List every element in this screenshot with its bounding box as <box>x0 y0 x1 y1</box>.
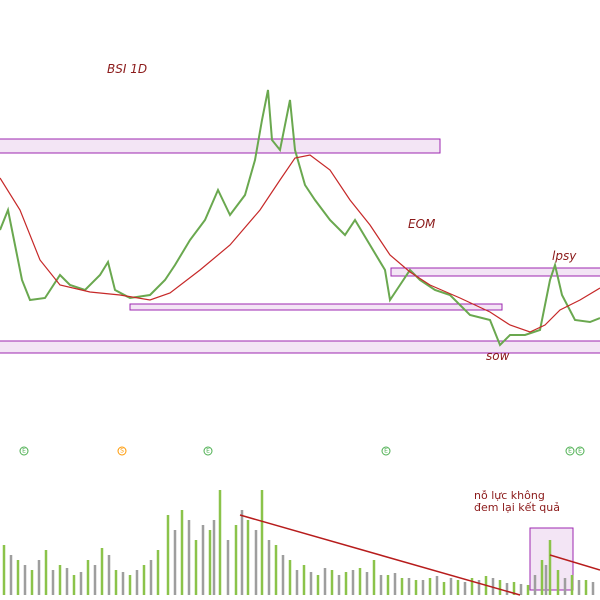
volume-bars <box>2 490 588 595</box>
annotation: lpsy <box>552 249 577 263</box>
marker-circle <box>575 446 585 456</box>
base-zone <box>0 340 600 354</box>
marker-label: E <box>206 448 210 455</box>
marker-circle <box>117 446 127 456</box>
marker-circle <box>565 446 575 456</box>
annotation: sow <box>486 349 510 363</box>
range-zone <box>390 267 600 277</box>
support-zone <box>129 303 503 311</box>
moving-average <box>0 154 600 333</box>
chart-title: BSI 1D <box>107 62 147 76</box>
volume-trendline <box>549 554 600 571</box>
price-line <box>0 89 600 347</box>
annotation: EOM <box>408 217 436 231</box>
zones <box>0 138 600 591</box>
marker-label: E <box>568 448 572 455</box>
marker-circle <box>19 446 29 456</box>
marker-label: E <box>578 448 582 455</box>
marker-circle <box>203 446 213 456</box>
resistance-zone <box>0 138 441 154</box>
marker-label: S <box>120 448 124 455</box>
marker-label: E <box>384 448 388 455</box>
volume-trendline <box>239 514 521 596</box>
marker-label: E <box>22 448 26 455</box>
markers: E S E E E E <box>19 446 585 456</box>
marker-circle <box>381 446 391 456</box>
volume-bars-down <box>9 510 595 595</box>
annotation: nỗ lực không đem lại kết quả <box>474 490 560 514</box>
annotation-box: nỗ lực không đem lại kết quả <box>474 490 560 514</box>
